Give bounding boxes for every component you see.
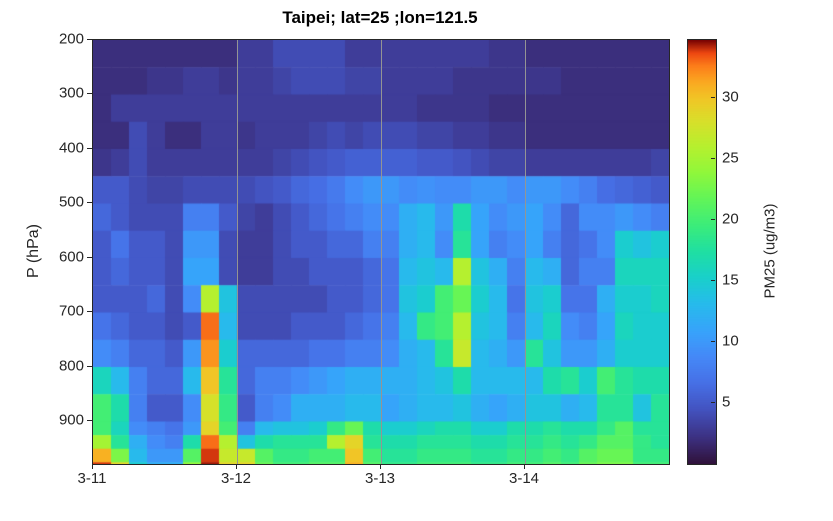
y-tick-mark (87, 311, 92, 313)
colorbar-tick-mark (711, 280, 715, 282)
x-tick-label: 3-12 (220, 470, 252, 487)
colorbar-tick-mark (711, 402, 715, 404)
colorbar-tick-label: 25 (722, 149, 739, 167)
y-tick-mark (87, 420, 92, 422)
colorbar-tick-mark (711, 219, 715, 221)
y-tick-label: 700 (58, 302, 84, 320)
y-tick-mark (87, 256, 92, 258)
colorbar-tick-mark (711, 158, 715, 160)
y-tick-label: 400 (58, 139, 84, 157)
y-tick-label: 900 (58, 411, 84, 429)
y-tick-label: 200 (58, 30, 84, 48)
colorbar-label: PM25 (ug/m3) (761, 203, 779, 299)
colorbar-tick-label: 30 (722, 88, 739, 106)
day-gridline (236, 40, 238, 464)
y-tick-label: 500 (58, 193, 84, 211)
x-tick-mark (236, 464, 237, 469)
colorbar-tick-label: 20 (722, 210, 739, 228)
colorbar-tick-label: 15 (722, 271, 739, 289)
plot-area (92, 39, 670, 465)
day-gridline (524, 40, 526, 464)
x-tick-mark (524, 464, 525, 469)
x-tick-mark (380, 464, 381, 469)
colorbar-canvas (688, 40, 716, 464)
colorbar (687, 39, 717, 465)
y-tick-mark (87, 365, 92, 367)
colorbar-tick-mark (711, 341, 715, 343)
y-tick-label: 600 (58, 248, 84, 266)
colorbar-tick-label: 5 (722, 393, 731, 411)
y-tick-mark (87, 202, 92, 204)
chart-title: Taipei; lat=25 ;lon=121.5 (282, 8, 478, 27)
x-tick-label: 3-11 (77, 470, 107, 487)
x-tick-label: 3-14 (508, 470, 540, 487)
y-tick-mark (87, 39, 92, 40)
x-tick-mark (92, 464, 93, 469)
colorbar-tick-mark (711, 97, 715, 99)
day-gridline (380, 40, 382, 464)
x-tick-label: 3-13 (364, 470, 396, 487)
y-tick-mark (87, 147, 92, 149)
y-tick-mark (87, 93, 92, 95)
y-tick-label: 300 (58, 84, 84, 102)
y-tick-label: 800 (58, 357, 84, 375)
colorbar-tick-label: 10 (722, 332, 739, 350)
